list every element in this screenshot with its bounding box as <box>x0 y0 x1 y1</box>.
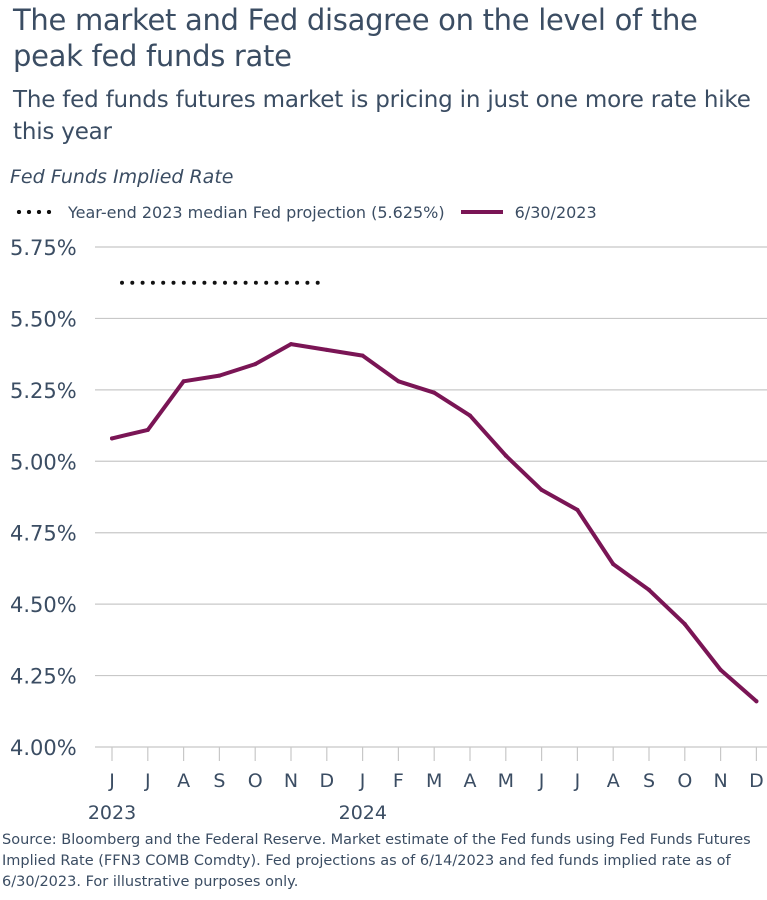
x-tick-label: N <box>713 770 727 792</box>
series-line-6-30-2023 <box>110 342 759 704</box>
x-tick-label: M <box>426 770 442 792</box>
x-tick-label: O <box>677 770 692 792</box>
x-tick-label: D <box>319 770 334 792</box>
x-tick-label: S <box>643 770 655 792</box>
x-year-label: 2023 <box>88 802 136 824</box>
legend-item-series: 6/30/2023 <box>445 203 597 222</box>
data-point <box>110 436 114 441</box>
legend-label-projection: Year-end 2023 median Fed projection (5.6… <box>68 202 445 222</box>
x-tick-label: J <box>144 770 151 792</box>
x-tick-label: N <box>284 770 298 792</box>
dotted-line-swatch-icon <box>14 210 56 214</box>
x-tick-label: J <box>538 770 545 792</box>
x-tick-label: A <box>177 770 190 792</box>
x-tick-label: D <box>749 770 764 792</box>
x-tick-label: J <box>574 770 581 792</box>
legend-item-projection: Year-end 2023 median Fed projection (5.6… <box>14 203 445 222</box>
source-note: Source: Bloomberg and the Federal Reserv… <box>2 832 751 890</box>
data-point <box>682 622 687 627</box>
data-point <box>217 373 222 378</box>
y-axis-title: Fed Funds Implied Rate <box>10 166 234 188</box>
x-tick-label: J <box>359 770 366 792</box>
x-tick-label: J <box>108 770 115 792</box>
y-tick-label: 5.75% <box>10 236 77 260</box>
chart-title: The market and Fed disagree on the level… <box>13 3 698 73</box>
y-tick-label: 4.00% <box>10 736 77 760</box>
x-tick-label: M <box>498 770 514 792</box>
data-point <box>289 342 293 347</box>
chart-subtitle: The fed funds futures market is pricing … <box>13 87 751 145</box>
legend-label-series: 6/30/2023 <box>514 202 597 222</box>
data-point <box>253 362 258 367</box>
data-point <box>181 379 186 384</box>
data-point <box>539 487 544 492</box>
solid-line-swatch-icon <box>460 210 503 214</box>
x-tick-label: A <box>607 770 620 792</box>
legend: Year-end 2023 median Fed projection (5.6… <box>14 200 597 224</box>
x-tick-label: A <box>464 770 477 792</box>
data-point <box>324 347 329 352</box>
x-tick-label: F <box>393 770 404 792</box>
data-point <box>360 353 365 358</box>
data-point <box>468 413 472 418</box>
x-tick-label: O <box>248 770 263 792</box>
y-tick-label: 4.50% <box>10 593 77 617</box>
data-point <box>145 427 150 432</box>
data-point <box>611 562 616 567</box>
x-tick-label: S <box>213 770 225 792</box>
line-chart: 4.00% 4.25% 4.50% 4.75% 5.00% 5.25% 5.50% 5.75%… <box>10 236 767 824</box>
data-point <box>718 667 723 672</box>
y-tick-label: 5.50% <box>10 307 77 331</box>
y-tick-label: 4.75% <box>10 522 77 546</box>
x-year-label: 2024 <box>339 802 387 824</box>
y-tick-label: 5.25% <box>10 379 77 403</box>
data-point <box>503 453 508 458</box>
y-tick-label: 4.25% <box>10 665 77 689</box>
data-point <box>647 587 651 592</box>
data-point <box>432 390 437 395</box>
data-point <box>575 507 580 512</box>
data-point <box>396 379 401 384</box>
data-point <box>754 699 759 704</box>
y-tick-label: 5.00% <box>10 450 77 474</box>
